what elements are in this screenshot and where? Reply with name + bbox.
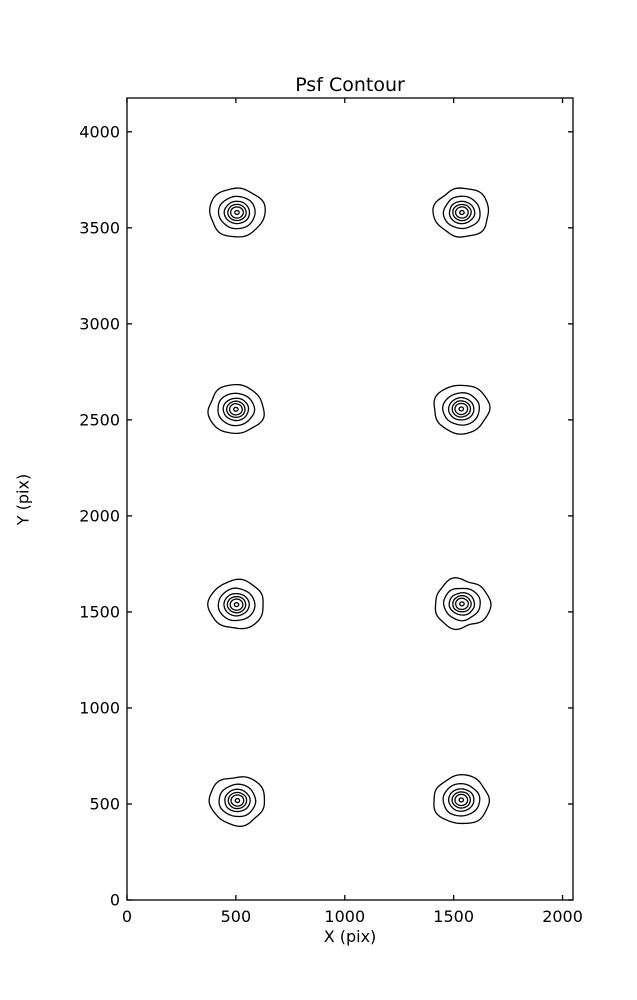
y-tick-label: 500 — [89, 794, 120, 813]
contour-ring — [224, 788, 251, 813]
y-axis-label: Y (pix) — [13, 473, 33, 526]
x-axis-label: X (pix) — [323, 927, 377, 946]
contour-ring — [454, 402, 469, 416]
contour-ring — [459, 209, 465, 215]
contour-ring — [458, 797, 465, 803]
contour-ring — [208, 776, 266, 827]
x-tick-label: 1000 — [324, 907, 365, 926]
y-tick-label: 3000 — [79, 314, 120, 333]
contour-ring — [234, 797, 241, 804]
contour-ring — [225, 400, 246, 418]
contour-ring — [442, 587, 481, 622]
contour-ring — [207, 383, 265, 435]
contour-ring — [452, 203, 472, 222]
contour-ring — [227, 791, 248, 810]
contour-ring — [233, 602, 240, 608]
contour-ring — [217, 392, 256, 427]
y-tick-label: 4000 — [79, 122, 120, 141]
contour-ring — [432, 187, 490, 238]
contour-ring — [448, 200, 476, 225]
y-tick-label: 1500 — [79, 602, 120, 621]
contour-ring — [223, 200, 251, 225]
y-tick-label: 1000 — [79, 698, 120, 717]
contour-ring — [454, 206, 469, 219]
contour-ring — [459, 601, 465, 607]
y-tick-label: 0 — [110, 891, 120, 910]
contour-ring — [442, 783, 481, 817]
contour-ring — [454, 793, 469, 807]
contour-ring — [207, 578, 264, 630]
contour-ring — [233, 406, 239, 412]
contour-ring — [228, 403, 243, 416]
contour-ring — [230, 206, 244, 219]
contour-ring — [434, 577, 492, 631]
contour-ring — [229, 598, 244, 611]
contour-ring — [209, 187, 266, 238]
contour-ring — [234, 209, 240, 216]
contour-ring — [218, 783, 257, 818]
contour-ring — [433, 384, 491, 435]
contour-ring — [227, 203, 247, 222]
x-tick-label: 500 — [221, 907, 252, 926]
y-tick-label: 2000 — [79, 506, 120, 525]
contour-ring — [217, 195, 256, 230]
y-tick-label: 3500 — [79, 218, 120, 237]
contour-ring — [217, 587, 256, 622]
contour-ring — [442, 195, 481, 230]
contour-ring — [458, 406, 465, 412]
contour-ring — [223, 592, 250, 617]
y-tick-label: 2500 — [79, 410, 120, 429]
contour-ring — [447, 788, 475, 812]
chart-title: Psf Contour — [295, 74, 405, 96]
contour-ring — [226, 595, 247, 614]
contour-ring — [433, 774, 491, 825]
contour-ring — [222, 397, 250, 422]
x-tick-label: 0 — [122, 907, 132, 926]
x-tick-label: 2000 — [542, 907, 583, 926]
contour-ring — [442, 392, 481, 426]
contour-ring — [452, 595, 472, 613]
contour-ring — [455, 597, 469, 611]
contour-ring — [448, 592, 476, 616]
plot-spines — [126, 97, 574, 901]
contour-ring — [447, 396, 475, 421]
x-tick-label: 1500 — [433, 907, 474, 926]
contour-ring — [451, 400, 472, 418]
contour-ring — [230, 794, 245, 807]
contour-ring — [451, 791, 472, 809]
